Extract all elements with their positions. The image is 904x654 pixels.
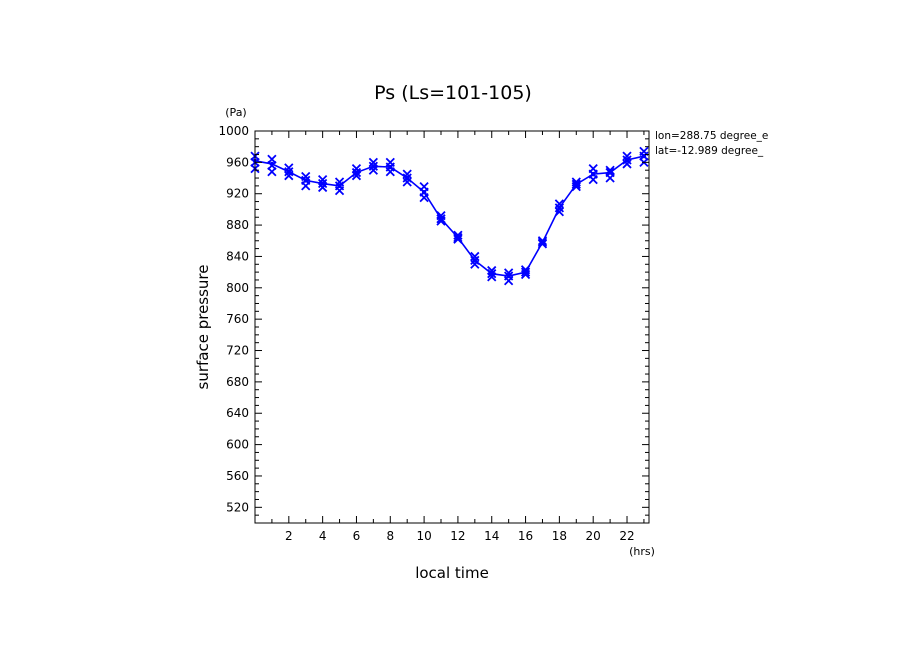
scatter-marker [453,234,463,244]
x-tick-label: 4 [319,529,327,543]
y-tick-label: 760 [226,312,249,326]
y-tick-label: 520 [226,500,249,514]
scatter-marker [284,163,294,173]
scatter-marker [520,265,531,275]
x-tick-label: 6 [353,529,361,543]
scatter-marker [419,182,429,192]
scatter-marker [470,251,480,262]
scatter-marker [301,175,311,186]
scatter-marker [318,174,328,185]
x-tick-label: 14 [484,529,499,543]
scatter-marker [605,165,615,175]
y-unit-label: (Pa) [225,106,246,119]
scatter-marker [301,171,311,182]
chart-title: Ps (Ls=101-105) [374,82,532,104]
scatter-marker [368,161,379,171]
scatter-marker [554,203,565,213]
scatter-marker [334,177,345,187]
scatter-marker [487,269,497,279]
y-tick-label: 1000 [218,124,249,138]
scatter-marker [284,171,294,181]
y-tick-label: 640 [226,406,249,420]
scatter-marker [571,177,581,187]
x-tick-label: 10 [416,529,431,543]
lon-annotation: lon=288.75 degree_e [655,130,768,142]
scatter-marker [368,165,379,175]
scatter-marker [284,167,294,177]
scatter-marker [385,157,395,167]
scatter-marker [318,178,328,189]
scatter-marker [368,157,379,167]
scatter-marker [351,167,362,178]
scatter-marker [470,255,480,265]
y-tick-label: 880 [226,218,249,232]
x-axis-label: local time [415,564,489,582]
y-tick-label: 680 [226,375,249,389]
scatter-marker [334,181,345,191]
series-line [254,155,645,277]
scatter-marker [588,163,598,174]
scatter-marker [470,259,480,269]
x-tick-label: 20 [586,529,601,543]
scatter-marker [571,179,581,189]
scatter-marker [504,271,514,281]
x-tick-label: 22 [619,529,634,543]
scatter-marker [520,267,531,277]
y-axis-label: surface pressure [194,265,212,390]
lat-annotation: lat=-12.989 degree_ [655,145,764,157]
scatter-marker [318,182,328,193]
scatter-marker [351,163,362,174]
scatter-marker [487,265,497,276]
scatter-marker [554,207,565,217]
x-unit-label: (hrs) [629,545,655,558]
x-tick-label: 18 [552,529,567,543]
y-tick-label: 800 [226,281,249,295]
y-tick-label: 840 [226,249,249,263]
scatter-marker [622,155,632,165]
scatter-marker [402,177,412,187]
scatter-marker [537,237,548,247]
x-tick-label: 2 [285,529,293,543]
scatter-marker [436,214,446,224]
x-tick-label: 12 [450,529,465,543]
scatter-marker [537,239,548,249]
x-tick-label: 8 [386,529,394,543]
scatter-marker [504,268,514,278]
scatter-marker [554,199,565,209]
scatter-marker [402,173,412,183]
scatter-marker [605,167,615,178]
scatter-marker [351,171,362,181]
y-tick-label: 560 [226,469,249,483]
scatter-marker [402,169,412,179]
y-tick-label: 920 [226,187,249,201]
x-tick-label: 16 [518,529,533,543]
scatter-marker [537,236,548,246]
scatter-marker [453,232,463,243]
y-tick-label: 720 [226,344,249,358]
scatter-marker [453,230,463,240]
scatter-marker [622,151,632,161]
plot-frame [254,130,650,524]
scatter-marker [267,154,277,164]
y-tick-label: 600 [226,438,249,452]
scatter-marker [622,159,632,169]
scatter-marker [436,211,446,221]
y-tick-label: 960 [226,155,249,169]
